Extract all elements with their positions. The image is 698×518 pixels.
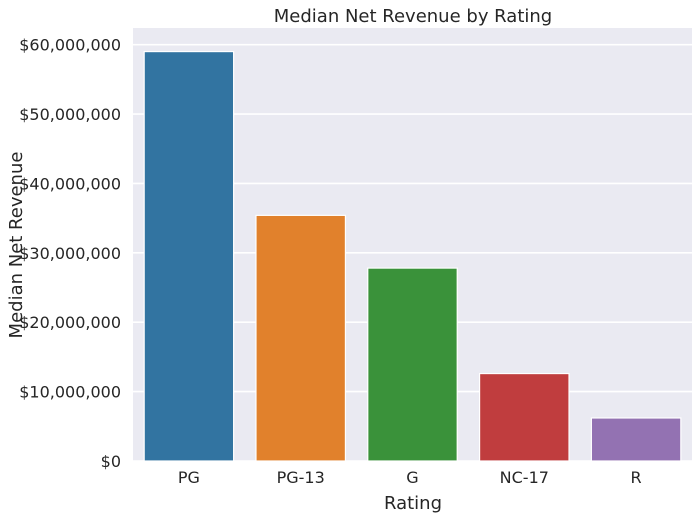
- x-tick-label: PG: [178, 468, 200, 487]
- x-tick-label: R: [631, 468, 642, 487]
- bar-nc-17: [478, 372, 570, 462]
- y-tick-label: $60,000,000: [19, 36, 121, 55]
- y-tick-label: $30,000,000: [19, 244, 121, 263]
- bars: [143, 50, 682, 462]
- y-tick-label: $10,000,000: [19, 383, 121, 402]
- bar-r: [590, 417, 682, 462]
- y-axis-label: Median Net Revenue: [6, 152, 27, 339]
- x-axis-label: Rating: [384, 493, 442, 514]
- chart-title: Median Net Revenue by Rating: [274, 6, 552, 27]
- x-tick-label: G: [406, 468, 418, 487]
- y-tick-label: $40,000,000: [19, 174, 121, 193]
- y-tick-label: $20,000,000: [19, 313, 121, 332]
- x-tick-label: PG-13: [277, 468, 325, 487]
- x-tick-label: NC-17: [500, 468, 549, 487]
- y-tick-label: $50,000,000: [19, 105, 121, 124]
- bar-g: [367, 267, 458, 462]
- bar-pg-13: [255, 214, 347, 462]
- bar-pg: [143, 50, 235, 462]
- x-tick-labels: PG PG-13 G NC-17 R: [178, 468, 642, 487]
- y-tick-label: $0: [101, 452, 121, 471]
- y-tick-labels: $0 $10,000,000 $20,000,000 $30,000,000 $40,0…: [19, 36, 121, 471]
